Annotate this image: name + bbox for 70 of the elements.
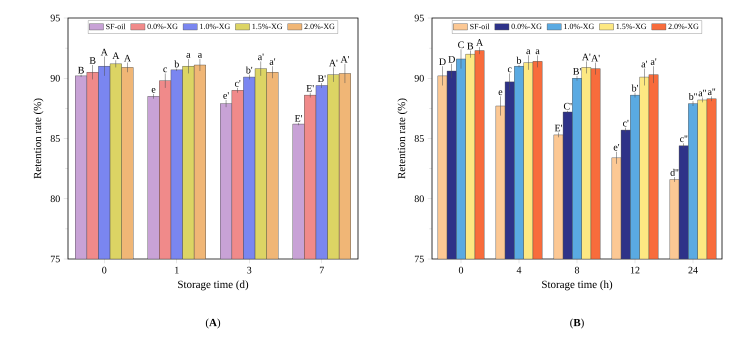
data-label: c' [622,120,628,126]
data-label: c'' [680,136,688,142]
x-tick-label: 0 [458,266,464,274]
data-label: e [498,90,502,96]
y-tick-label: 80 [414,195,424,202]
data-label: b' [246,66,252,74]
data-label: A' [582,54,590,60]
x-axis-title: Storage time (h) [542,280,612,290]
text: (A) [206,318,220,328]
text: (B) [570,318,584,328]
data-label: B' [573,68,581,75]
data-label: a [536,49,540,54]
data-label: D [448,56,455,63]
data-label: c' [234,80,240,87]
data-label: A [476,39,484,46]
data-label: c [508,67,512,72]
x-tick-label: 0 [102,266,106,274]
data-label: A' [328,60,338,66]
data-label: B [78,66,84,74]
data-label: b [516,56,522,64]
y-tick-label: 85 [50,135,60,142]
data-label: C [458,41,464,48]
data-label: a' [258,54,264,60]
x-tick-label: 4 [516,266,522,274]
y-tick-label: 80 [50,195,60,202]
x-tick-label: 1 [175,266,179,274]
data-label: c [163,67,168,72]
data-label: A [124,54,131,62]
y-tick-label: 90 [414,74,424,82]
data-label: a [198,53,202,58]
data-label: a [186,53,190,58]
data-label: A' [340,56,350,63]
data-label: a' [642,60,647,68]
data-label: C' [564,102,572,110]
data-label: a' [650,58,656,66]
y-tick-label: 85 [414,135,424,142]
data-label: a'' [698,90,706,96]
data-label: e' [614,144,620,151]
y-axis-title: Retention rate (%) [34,98,44,179]
data-label: a' [270,58,276,66]
data-label: E' [554,124,562,132]
y-tick-label: 75 [414,256,424,262]
x-tick-label: 8 [574,266,580,274]
data-label: A' [591,54,600,62]
data-label: d'' [670,168,678,176]
data-label: E' [294,115,302,122]
x-axis-title: Storage time (d) [178,280,248,290]
data-label: b [174,60,179,68]
y-tick-label: 90 [50,74,60,82]
data-label: B [467,42,474,50]
data-label: e [152,88,156,93]
data-label: b' [632,84,638,92]
data-label: b'' [688,92,697,100]
data-label: B' [318,75,326,82]
data-label: a [526,49,530,54]
y-tick-label: 75 [50,256,60,262]
data-label: e' [223,92,229,99]
x-tick-label: 7 [320,266,324,274]
x-tick-label: 24 [688,266,698,274]
y-tick-label: 95 [414,14,424,22]
data-label: a'' [708,88,716,96]
x-tick-label: 3 [247,266,252,274]
data-label: E' [306,85,314,92]
y-axis-title: Retention rate (%) [398,98,408,179]
data-label: D [439,58,446,66]
y-tick-label: 95 [50,14,60,22]
data-label: A [112,52,120,59]
data-label: B [90,57,96,64]
data-label: A [100,48,108,56]
x-tick-label: 12 [630,266,640,274]
